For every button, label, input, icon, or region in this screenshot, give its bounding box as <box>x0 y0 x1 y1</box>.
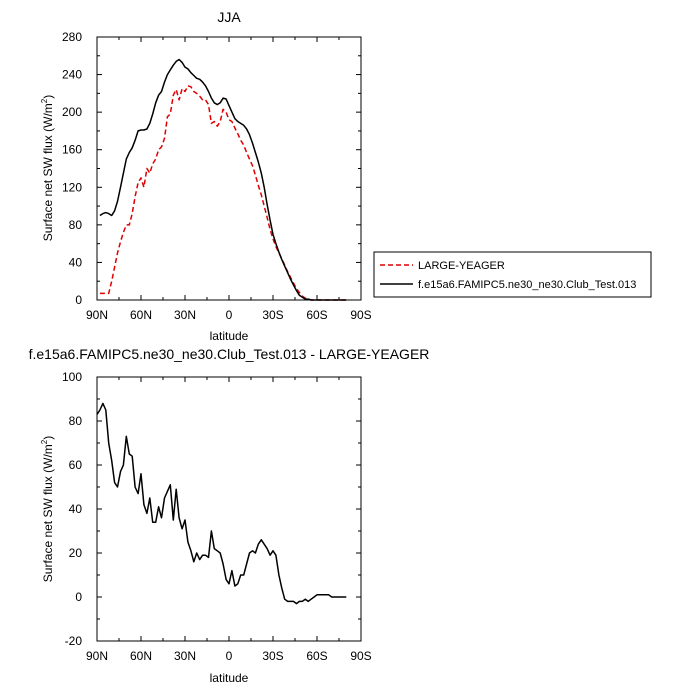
y-axis-title-close: ) <box>41 436 55 440</box>
y-tick-label: 100 <box>62 370 82 384</box>
legend-box <box>373 251 652 298</box>
series-lines <box>96 402 347 605</box>
axis-ticks <box>96 36 362 301</box>
chart-panel-top: JJA 90N 60N 30N 0 30S 60S 90S 0 40 80 120 160 200 24… <box>40 9 372 343</box>
y-tick-label: 40 <box>69 255 83 269</box>
y-axis-title-text: Surface net SW flux (W/m <box>41 103 55 241</box>
y-axis-title-close: ) <box>41 95 55 99</box>
x-tick-label: 90S <box>350 308 371 322</box>
y-tick-label: 80 <box>69 218 83 232</box>
series-lines <box>99 58 347 301</box>
y-tick-label: 200 <box>62 105 82 119</box>
x-tick-label: 30N <box>174 649 196 663</box>
x-tick-labels: 90N 60N 30N 0 30S 60S 90S <box>86 308 372 322</box>
y-tick-label: 280 <box>62 30 82 44</box>
y-axis-title-superscript: 2 <box>40 98 49 103</box>
y-axis-title: Surface net SW flux (W/m2) <box>40 436 55 582</box>
chart-title: JJA <box>217 9 241 25</box>
axis-ticks <box>96 376 362 642</box>
x-tick-labels: 90N 60N 30N 0 30S 60S 90S <box>86 649 372 663</box>
y-tick-labels: 0 40 80 120 160 200 240 280 <box>62 30 82 307</box>
chart-panel-bottom: f.e15a6.FAMIPC5.ne30_ne30.Club_Test.013 … <box>29 346 430 685</box>
legend-label-model: f.e15a6.FAMIPC5.ne30_ne30.Club_Test.013 <box>418 279 636 291</box>
y-axis-title-text: Surface net SW flux (W/m <box>41 444 55 582</box>
x-tick-label: 60S <box>306 308 327 322</box>
x-axis-title: latitude <box>210 671 249 685</box>
series-line-0 <box>96 402 347 605</box>
x-tick-label: 30N <box>174 308 196 322</box>
y-tick-label: 240 <box>62 68 82 82</box>
x-tick-label: 60S <box>306 649 327 663</box>
x-tick-label: 30S <box>262 308 283 322</box>
y-tick-label: 0 <box>75 293 82 307</box>
x-tick-label: 90N <box>86 649 108 663</box>
plot-frame <box>96 376 362 642</box>
y-tick-label: 80 <box>69 414 83 428</box>
y-tick-label: 40 <box>69 502 83 516</box>
x-axis-title: latitude <box>210 329 249 343</box>
x-tick-label: 60N <box>130 649 152 663</box>
y-tick-label: -20 <box>65 634 83 648</box>
y-tick-label: 20 <box>69 546 83 560</box>
x-tick-label: 90N <box>86 308 108 322</box>
legend-label-large-yeager: LARGE-YEAGER <box>418 260 505 272</box>
series-line-0 <box>99 85 347 301</box>
x-tick-label: 60N <box>130 308 152 322</box>
y-axis-title: Surface net SW flux (W/m2) <box>40 95 55 241</box>
plot-frame <box>96 36 362 301</box>
y-tick-label: 120 <box>62 180 82 194</box>
x-tick-label: 90S <box>350 649 371 663</box>
x-tick-label: 0 <box>226 649 233 663</box>
y-tick-label: 0 <box>75 590 82 604</box>
y-axis-title-superscript: 2 <box>40 439 49 444</box>
y-tick-label: 160 <box>62 143 82 157</box>
y-tick-label: 60 <box>69 458 83 472</box>
x-tick-label: 0 <box>226 308 233 322</box>
chart-title: f.e15a6.FAMIPC5.ne30_ne30.Club_Test.013 … <box>29 346 430 362</box>
legend: LARGE-YEAGER f.e15a6.FAMIPC5.ne30_ne30.C… <box>373 251 652 298</box>
y-tick-labels: -20 0 20 40 60 80 100 <box>62 370 82 648</box>
x-tick-label: 30S <box>262 649 283 663</box>
series-line-1 <box>99 58 347 301</box>
